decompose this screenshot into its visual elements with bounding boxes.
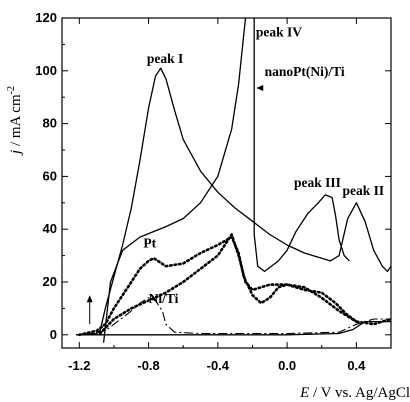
annotation-1: peak IV (256, 24, 302, 39)
y-tick-label-1: 20 (43, 274, 57, 289)
x-tick-label-0: -1.2 (68, 358, 90, 373)
y-tick-label-4: 80 (43, 116, 57, 131)
y-axis-label: j / mA cm-2 (6, 86, 24, 156)
x-tick-label-2: -0.4 (207, 358, 230, 373)
annotation-6: Ni/Ti (149, 291, 179, 306)
annotation-3: peak III (294, 175, 341, 190)
series-line-1 (102, 18, 247, 343)
y-tick-label-5: 100 (35, 63, 57, 78)
series-line-5 (79, 297, 391, 336)
y-tick-label-2: 40 (43, 221, 57, 236)
tick-labels: 0 20 40 60 80 100 120 -1.2 -0.8 -0.4 0.0 0.4 (35, 10, 366, 373)
series-layer (75, 18, 391, 343)
series-line-2 (253, 18, 350, 273)
series-line-0 (79, 67, 391, 336)
annotation-2: nanoPt(Ni)/Ti (265, 64, 345, 79)
scan-direction-arrow-head (86, 295, 93, 303)
x-tick-label-1: -0.8 (137, 358, 159, 373)
series-line-4 (98, 233, 358, 335)
annotation-4: peak II (343, 183, 385, 198)
annotation-5: Pt (143, 236, 156, 251)
series-line-6 (75, 320, 391, 336)
y-tick-label-3: 60 (43, 168, 57, 183)
annotation-0: peak I (147, 51, 183, 66)
y-tick-label-6: 120 (35, 10, 57, 25)
plot-frame (61, 17, 392, 349)
x-tick-label-4: 0.4 (347, 358, 366, 373)
x-tick-label-3: 0.0 (278, 358, 296, 373)
annotation-arrow-head (256, 84, 264, 91)
y-tick-label-0: 0 (50, 327, 57, 342)
series-line-3 (78, 235, 391, 337)
x-axis-label: E / V vs. Ag/AgCl (299, 385, 410, 401)
